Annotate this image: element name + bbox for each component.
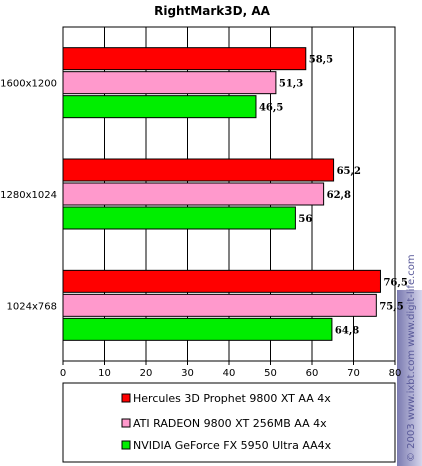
x-tick-label: 40 bbox=[223, 368, 236, 379]
x-tick-label: 20 bbox=[140, 368, 153, 379]
legend-label-hercules: Hercules 3D Prophet 9800 XT AA 4x bbox=[133, 392, 331, 405]
legend-label-ati: ATI RADEON 9800 XT 256MB AA 4x bbox=[133, 417, 327, 430]
x-axis: 0 10 20 30 40 50 60 70 80 bbox=[60, 361, 402, 379]
bar-ati-1024x768 bbox=[62, 293, 377, 317]
category-label: 1600x1200 bbox=[0, 79, 57, 90]
category-label: 1024x768 bbox=[7, 301, 57, 312]
value-label: 75,5 bbox=[379, 301, 403, 312]
bar-hercules-1280x1024 bbox=[62, 158, 335, 182]
watermark-text: © 2003 www.ixbt.com www.digit-life.com bbox=[406, 254, 417, 462]
bar-nvidia-1280x1024 bbox=[62, 206, 296, 230]
legend-swatch-hercules bbox=[121, 393, 131, 403]
legend-swatch-ati bbox=[121, 418, 131, 428]
legend-swatch-nvidia bbox=[121, 440, 131, 450]
bar-ati-1600x1200 bbox=[62, 71, 277, 95]
value-label: 58,5 bbox=[309, 55, 333, 66]
watermark-strip bbox=[397, 290, 422, 466]
legend-box bbox=[62, 382, 396, 463]
value-label: 64,8 bbox=[335, 325, 359, 336]
legend: Hercules 3D Prophet 9800 XT AA 4x ATI RA… bbox=[62, 382, 396, 463]
bars bbox=[62, 47, 381, 341]
value-label: 51,3 bbox=[279, 79, 303, 90]
legend-label-nvidia: NVIDIA GeForce FX 5950 Ultra AA4x bbox=[133, 439, 332, 452]
x-tick-label: 80 bbox=[389, 368, 402, 379]
bar-nvidia-1024x768 bbox=[62, 317, 333, 341]
value-label: 62,8 bbox=[327, 190, 351, 201]
x-tick-label: 60 bbox=[306, 368, 319, 379]
value-label: 46,5 bbox=[259, 103, 283, 114]
value-label: 65,2 bbox=[337, 166, 361, 177]
category-labels: 1600x1200 1280x1024 1024x768 bbox=[0, 79, 57, 313]
bar-ati-1280x1024 bbox=[62, 182, 325, 206]
bar-hercules-1600x1200 bbox=[62, 47, 307, 71]
x-tick-label: 0 bbox=[60, 368, 66, 379]
value-label: 56 bbox=[298, 214, 312, 225]
bar-nvidia-1600x1200 bbox=[62, 95, 257, 119]
value-label: 76,5 bbox=[383, 277, 407, 288]
bar-hercules-1024x768 bbox=[62, 269, 381, 293]
x-tick-label: 50 bbox=[264, 368, 277, 379]
x-tick-label: 10 bbox=[98, 368, 111, 379]
chart-title: RightMark3D, AA bbox=[154, 4, 270, 18]
value-labels: 58,5 51,3 46,5 65,2 62,8 56 76,5 75,5 64,8 bbox=[259, 55, 408, 337]
x-tick-label: 30 bbox=[181, 368, 194, 379]
x-tick-label: 70 bbox=[347, 368, 360, 379]
category-label: 1280x1024 bbox=[0, 190, 57, 201]
